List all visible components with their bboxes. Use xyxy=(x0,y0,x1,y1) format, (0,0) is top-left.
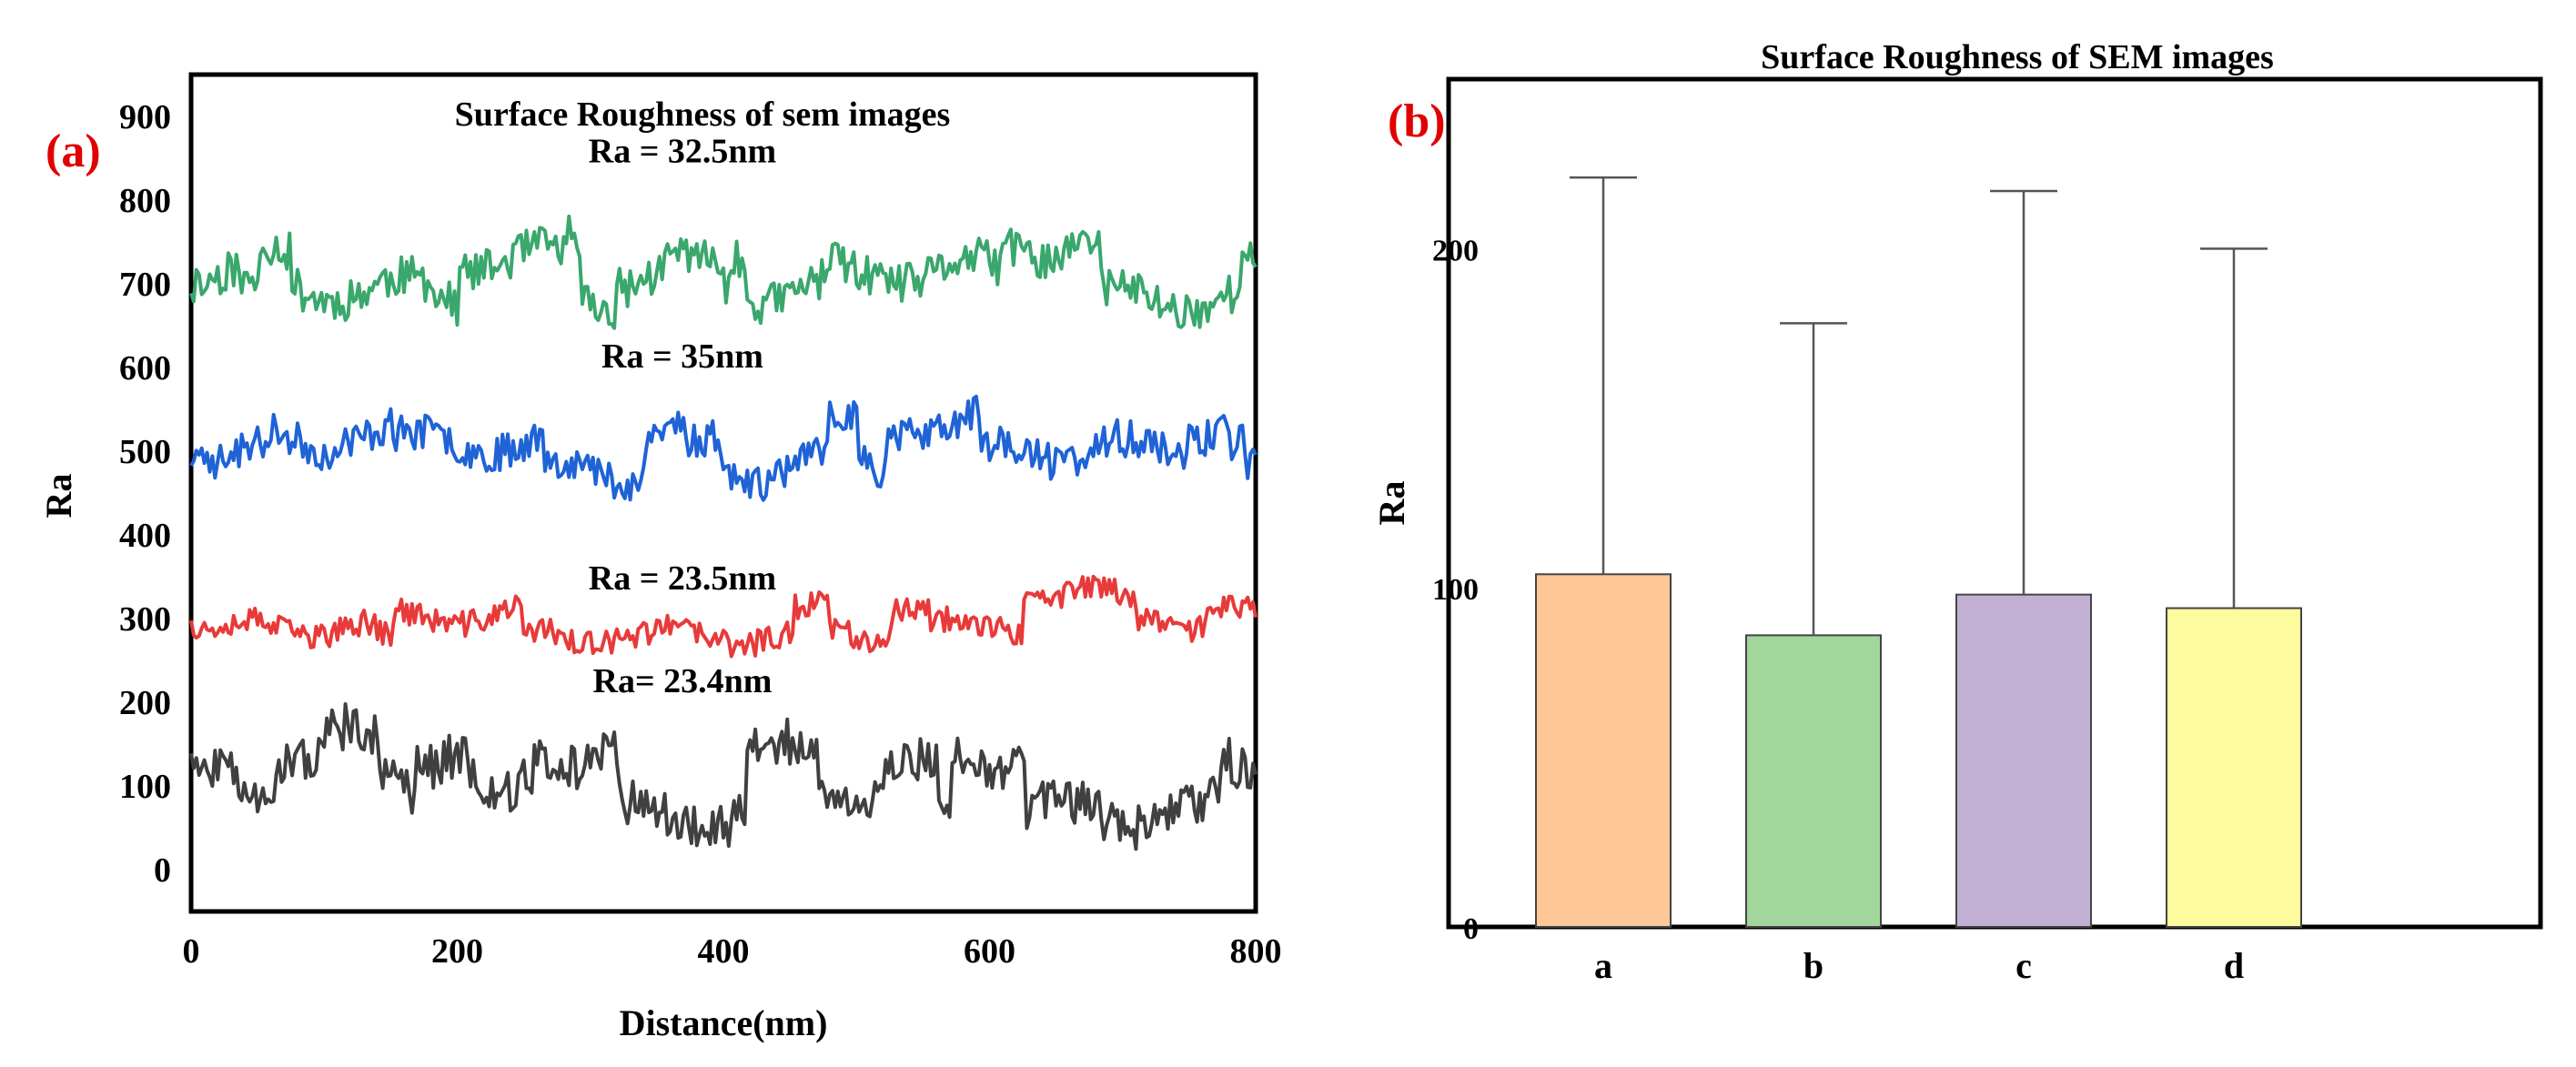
series-line-2 xyxy=(189,574,1258,659)
chart-title-b: Surface Roughness of SEM images xyxy=(1761,38,2274,76)
y-tick-label-a: 700 xyxy=(119,266,171,304)
x-tick-label-a: 800 xyxy=(1230,932,1282,971)
bar-c xyxy=(1955,593,2092,928)
category-label-d: d xyxy=(2224,945,2244,986)
series-line-1 xyxy=(189,394,1258,502)
series-line-3 xyxy=(189,702,1258,851)
category-label-a: a xyxy=(1594,945,1612,986)
line-chart-panel: (a) Surface Roughness of sem images Ra D… xyxy=(38,72,1282,1043)
series-line-0 xyxy=(189,214,1258,330)
bar-a xyxy=(1535,573,1672,929)
y-tick-label-a: 600 xyxy=(119,349,171,388)
y-tick-label-a: 800 xyxy=(119,182,171,220)
x-tick-label-a: 600 xyxy=(964,932,1015,971)
category-label-c: c xyxy=(2015,945,2032,986)
y-tick-label-b: 0 xyxy=(1463,912,1479,946)
x-tick-label-a: 200 xyxy=(431,932,483,971)
category-label-b: b xyxy=(1803,945,1823,986)
y-tick-label-a: 0 xyxy=(154,851,171,890)
bar-d xyxy=(2166,607,2302,928)
panel-label-a: (a) xyxy=(45,126,101,177)
y-axis-label-b: Ra xyxy=(1371,481,1412,526)
y-tick-label-a: 300 xyxy=(119,600,171,639)
chart-title-a: Surface Roughness of sem images xyxy=(455,96,951,134)
x-tick-label-a: 400 xyxy=(698,932,750,971)
y-tick-label-a: 200 xyxy=(119,684,171,722)
y-tick-label-a: 500 xyxy=(119,433,171,471)
y-tick-label-b: 200 xyxy=(1432,234,1479,267)
panel-label-b: (b) xyxy=(1388,96,1446,147)
bar-chart-panel: (b) Surface Roughness of SEM images Ra 0… xyxy=(1371,38,2543,986)
bar-b xyxy=(1745,634,1882,929)
plot-frame-a xyxy=(188,72,1258,914)
series-annotation-3: Ra= 23.4nm xyxy=(593,662,773,700)
series-annotation-0: Ra = 32.5nm xyxy=(589,133,776,171)
series-annotation-1: Ra = 35nm xyxy=(601,337,763,376)
y-tick-label-a: 400 xyxy=(119,517,171,555)
x-tick-label-a: 0 xyxy=(183,932,200,971)
y-tick-label-b: 100 xyxy=(1432,573,1479,607)
y-tick-label-a: 100 xyxy=(119,768,171,806)
y-axis-label-a: Ra xyxy=(38,474,79,518)
x-axis-label-a: Distance(nm) xyxy=(620,1002,828,1043)
y-tick-label-a: 900 xyxy=(119,98,171,136)
series-annotation-2: Ra = 23.5nm xyxy=(589,559,776,598)
